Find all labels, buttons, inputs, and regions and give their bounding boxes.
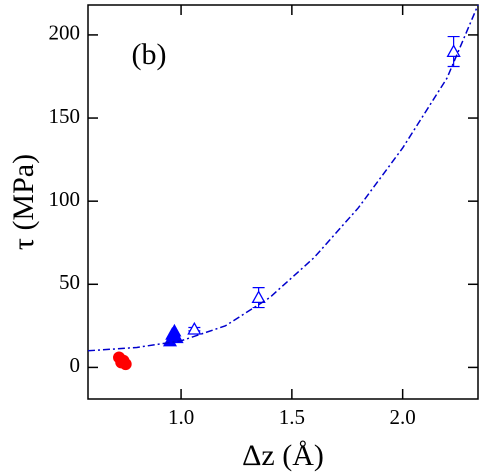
y-tick-label: 150 [49, 104, 81, 128]
annotation: (b) [132, 38, 167, 71]
point [251, 290, 266, 304]
y-tick-label: 100 [49, 187, 81, 211]
point [187, 321, 202, 335]
fit-curve [87, 4, 479, 352]
y-tick-label: 50 [59, 270, 80, 294]
x-tick-label: 2.0 [390, 405, 416, 429]
y-tick-label: 200 [49, 21, 81, 45]
point [446, 44, 461, 57]
x-tick-label: 1.0 [168, 405, 194, 429]
x-axis-label: Δz (Å) [242, 439, 324, 472]
point [169, 330, 184, 344]
x-tick-label: 1.5 [279, 405, 305, 429]
y-tick-label: 0 [70, 353, 81, 377]
point [115, 356, 128, 369]
plot-frame [87, 4, 479, 400]
y-axis-label: τ (MPa) [7, 154, 40, 250]
